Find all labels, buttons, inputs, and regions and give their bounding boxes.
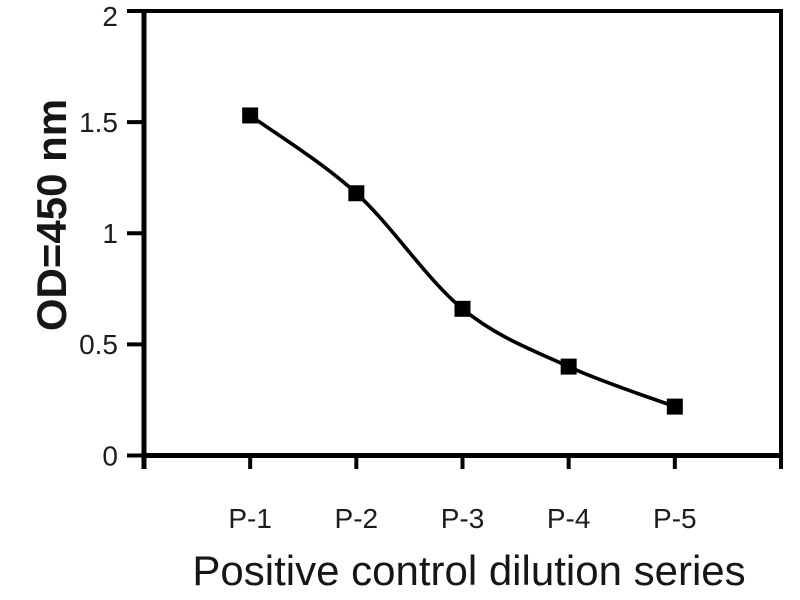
x-tick-label: P-1 <box>228 503 272 534</box>
data-point-marker <box>560 358 577 375</box>
x-tick-label: P-2 <box>335 503 379 534</box>
data-point-marker <box>454 300 471 317</box>
x-axis-title: Positive control dilution series <box>192 547 746 594</box>
y-tick-label: 2 <box>102 1 118 32</box>
y-axis-title: OD=450 nm <box>28 98 75 332</box>
x-tick-label: P-5 <box>653 503 697 534</box>
data-point-marker <box>348 185 365 202</box>
y-tick-label: 0 <box>102 440 118 471</box>
series-line <box>249 114 676 409</box>
x-tick-label: P-4 <box>547 503 591 534</box>
y-tick-label: 1 <box>102 218 118 249</box>
y-tick-label: 1.5 <box>79 107 118 138</box>
data-point-marker <box>242 107 259 124</box>
y-tick-label: 0.5 <box>79 329 118 360</box>
data-point-marker <box>666 398 683 415</box>
x-tick-label: P-3 <box>441 503 485 534</box>
